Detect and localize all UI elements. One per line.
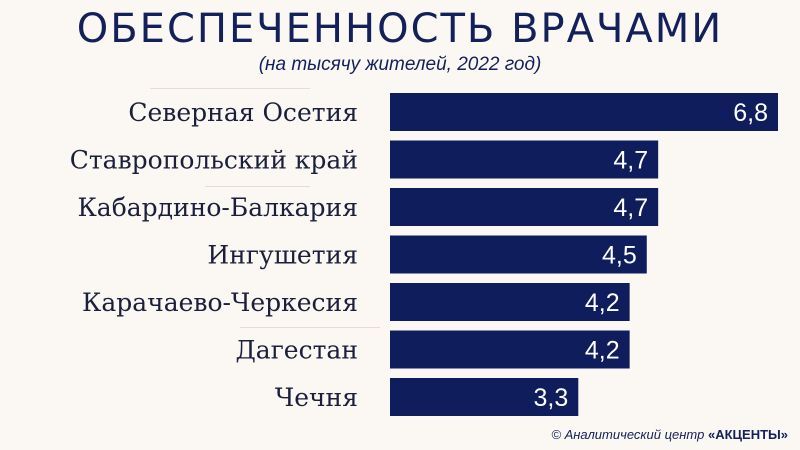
bar <box>390 188 659 226</box>
value-label: 6,8 <box>733 99 768 127</box>
footer-brand: «АКЦЕНТЫ» <box>707 427 788 442</box>
category-label: Кабардино-Балкария <box>77 193 358 222</box>
chart-subtitle: (на тысячу жителей, 2022 год) <box>258 54 542 75</box>
decorative-line <box>150 88 310 89</box>
decorative-line <box>205 186 310 187</box>
category-label: Чечня <box>275 383 358 412</box>
footer-credit: © Аналитический центр «АКЦЕНТЫ» <box>551 427 788 442</box>
value-label: 4,7 <box>613 194 648 222</box>
value-label: 3,3 <box>534 384 569 412</box>
category-label: Северная Осетия <box>128 98 358 127</box>
category-label: Карачаево-Черкесия <box>82 288 358 317</box>
category-label: Дагестан <box>235 336 358 365</box>
value-label: 4,2 <box>585 289 620 317</box>
decorative-line <box>240 327 380 328</box>
value-label: 4,2 <box>585 337 620 365</box>
bar <box>390 140 659 179</box>
category-label: Ингушетия <box>207 241 358 270</box>
bar <box>390 283 630 321</box>
bar <box>390 330 630 369</box>
value-label: 4,5 <box>602 242 637 270</box>
footer-prefix: © Аналитический центр <box>551 427 705 442</box>
category-label: Ставропольский край <box>70 146 358 175</box>
value-label: 4,7 <box>613 147 648 175</box>
chart-title: ОБЕСПЕЧЕННОСТЬ ВРАЧАМИ <box>76 6 724 52</box>
bar <box>390 378 579 416</box>
bar <box>390 93 778 131</box>
bar <box>390 235 647 274</box>
